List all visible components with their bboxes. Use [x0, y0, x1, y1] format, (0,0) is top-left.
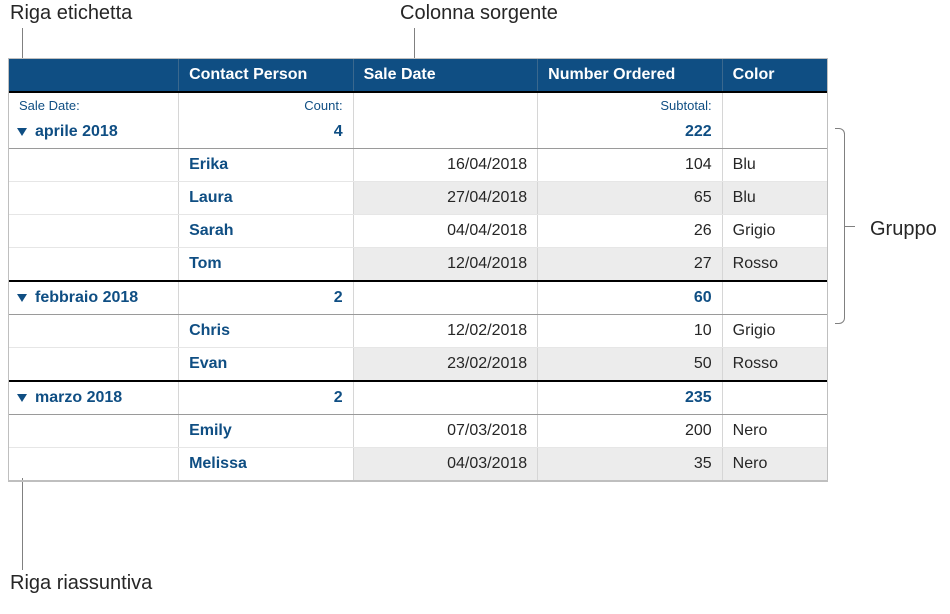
- cell-num: 65: [538, 182, 723, 215]
- callout-line: [22, 478, 23, 570]
- empty-cell: [353, 381, 538, 415]
- categorized-table: Contact Person Sale Date Number Ordered …: [8, 58, 828, 482]
- callout-riga-etichetta: Riga etichetta: [10, 2, 132, 25]
- cell-num: 50: [538, 348, 723, 382]
- cell-contact: Sarah: [179, 215, 354, 248]
- cell-date: 16/04/2018: [353, 149, 538, 182]
- header-blank: [9, 59, 179, 92]
- cell-date: 04/04/2018: [353, 215, 538, 248]
- group-name: febbraio 2018: [35, 289, 138, 306]
- callout-colonna-sorgente: Colonna sorgente: [400, 2, 558, 25]
- group-subtotal: 235: [538, 381, 723, 415]
- cell-num: 104: [538, 149, 723, 182]
- disclosure-triangle-icon[interactable]: [17, 294, 27, 302]
- group-count: 4: [179, 116, 354, 149]
- cell-color: Blu: [722, 182, 827, 215]
- table-row: Emily 07/03/2018 200 Nero: [9, 415, 827, 448]
- cell-color: Nero: [722, 415, 827, 448]
- group-count: 2: [179, 281, 354, 315]
- callout-gruppo: Gruppo: [870, 218, 937, 241]
- brace: [835, 128, 845, 324]
- group-name: aprile 2018: [35, 123, 118, 140]
- cell-color: Grigio: [722, 315, 827, 348]
- cell-color: Rosso: [722, 248, 827, 282]
- cell-num: 26: [538, 215, 723, 248]
- table-row: Laura 27/04/2018 65 Blu: [9, 182, 827, 215]
- label-empty: [722, 92, 827, 116]
- cell-color: Blu: [722, 149, 827, 182]
- group-name: marzo 2018: [35, 389, 122, 406]
- empty-cell: [722, 281, 827, 315]
- summary-row[interactable]: aprile 2018 4 222: [9, 116, 827, 149]
- empty-cell: [353, 116, 538, 149]
- callout-riga-riassuntiva: Riga riassuntiva: [10, 572, 152, 595]
- brace-tick: [845, 226, 855, 227]
- cell-contact: Erika: [179, 149, 354, 182]
- group-subtotal: 60: [538, 281, 723, 315]
- empty-cell: [353, 281, 538, 315]
- table-row: Evan 23/02/2018 50 Rosso: [9, 348, 827, 382]
- group-count: 2: [179, 381, 354, 415]
- cell-color: Nero: [722, 448, 827, 481]
- table-row: Sarah 04/04/2018 26 Grigio: [9, 215, 827, 248]
- summary-row[interactable]: febbraio 2018 2 60: [9, 281, 827, 315]
- cell-num: 35: [538, 448, 723, 481]
- cell-color: Grigio: [722, 215, 827, 248]
- label-empty: [353, 92, 538, 116]
- cell-contact: Emily: [179, 415, 354, 448]
- cell-date: 12/04/2018: [353, 248, 538, 282]
- cell-date: 12/02/2018: [353, 315, 538, 348]
- table-row: Tom 12/04/2018 27 Rosso: [9, 248, 827, 282]
- cell-contact: Chris: [179, 315, 354, 348]
- group-subtotal: 222: [538, 116, 723, 149]
- header-color: Color: [722, 59, 827, 92]
- header-contact-person: Contact Person: [179, 59, 354, 92]
- cell-contact: Tom: [179, 248, 354, 282]
- cell-date: 07/03/2018: [353, 415, 538, 448]
- cell-num: 200: [538, 415, 723, 448]
- label-count: Count:: [179, 92, 354, 116]
- cell-date: 23/02/2018: [353, 348, 538, 382]
- cell-num: 10: [538, 315, 723, 348]
- cell-contact: Laura: [179, 182, 354, 215]
- table-header-row: Contact Person Sale Date Number Ordered …: [9, 59, 827, 92]
- cell-color: Rosso: [722, 348, 827, 382]
- header-sale-date: Sale Date: [353, 59, 538, 92]
- label-row: Sale Date: Count: Subtotal:: [9, 92, 827, 116]
- cell-date: 04/03/2018: [353, 448, 538, 481]
- disclosure-triangle-icon[interactable]: [17, 394, 27, 402]
- label-sale-date: Sale Date:: [9, 92, 179, 116]
- table-row: Erika 16/04/2018 104 Blu: [9, 149, 827, 182]
- summary-row[interactable]: marzo 2018 2 235: [9, 381, 827, 415]
- empty-cell: [722, 116, 827, 149]
- table-row: Melissa 04/03/2018 35 Nero: [9, 448, 827, 481]
- cell-date: 27/04/2018: [353, 182, 538, 215]
- cell-contact: Melissa: [179, 448, 354, 481]
- disclosure-triangle-icon[interactable]: [17, 128, 27, 136]
- table-row: Chris 12/02/2018 10 Grigio: [9, 315, 827, 348]
- empty-cell: [722, 381, 827, 415]
- cell-num: 27: [538, 248, 723, 282]
- callout-line: [414, 28, 415, 58]
- header-number-ordered: Number Ordered: [538, 59, 723, 92]
- cell-contact: Evan: [179, 348, 354, 382]
- label-subtotal: Subtotal:: [538, 92, 723, 116]
